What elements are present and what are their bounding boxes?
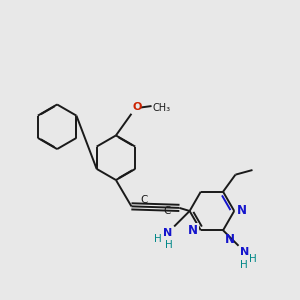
Text: C: C — [164, 206, 171, 216]
Text: H: H — [154, 234, 162, 244]
Text: H: H — [165, 240, 172, 250]
Text: N: N — [188, 224, 198, 237]
Text: N: N — [238, 205, 248, 218]
Text: H: H — [249, 254, 257, 263]
Text: N: N — [225, 233, 235, 246]
Text: H: H — [240, 260, 248, 270]
Text: C: C — [140, 195, 147, 205]
Text: N: N — [237, 205, 247, 218]
Text: N: N — [240, 247, 249, 257]
Text: CH₃: CH₃ — [152, 103, 171, 112]
Text: O: O — [133, 102, 142, 112]
Text: N: N — [164, 228, 172, 238]
